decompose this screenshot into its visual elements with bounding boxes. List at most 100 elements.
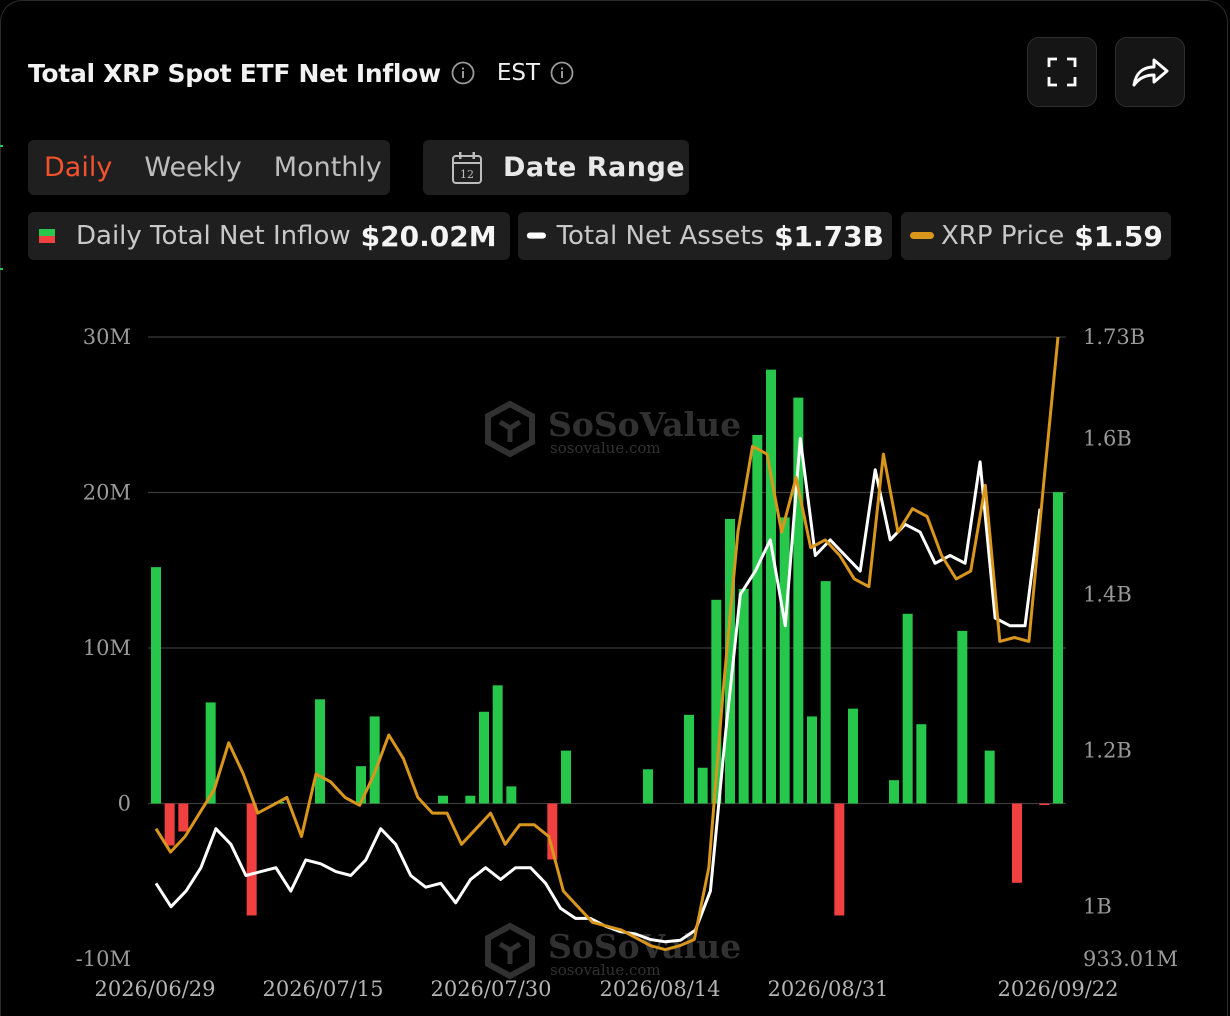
date-range-label: Date Range [503,152,686,183]
legend-assets-value: $1.73B [774,219,884,253]
inflow-bar [246,803,257,916]
legend-assets[interactable]: Total Net Assets $1.73B [518,212,892,260]
chart-title: Total XRP Spot ETF Net Inflow [28,58,441,88]
tab-weekly[interactable]: Weekly [144,152,242,183]
left-tick-label: -10M [76,947,131,971]
tab-daily[interactable]: Daily [44,152,113,183]
header: Total XRP Spot ETF Net Inflow EST [28,52,574,94]
calendar-icon: 12 [452,151,482,184]
left-tick-label: 30M [83,325,131,349]
watermark-brand: SoSoValue [548,927,741,966]
inflow-bar [205,702,216,804]
edge-mark [0,145,3,147]
watermark-domain: sosovalue.com [550,439,661,457]
inflow-bar [356,766,366,804]
inflow-bar [889,780,899,804]
inflow-bar [793,397,804,804]
right-tick-label: 1.6B [1083,426,1132,450]
sosovalue-logo-icon [485,922,535,980]
fullscreen-icon [1047,57,1077,87]
inflow-bar [492,685,503,804]
inflow-bar [752,434,763,804]
x-tick-label: 2026/08/31 [767,977,888,1001]
xrp-price-line [154,336,1060,952]
left-tick-label: 0 [118,792,131,816]
white-line-swatch-icon [526,232,546,239]
x-tick-label: 2026/09/22 [997,977,1118,1001]
inflow-bar [916,724,927,804]
watermark-top: SoSoValue sosovalue.com [485,400,741,458]
info-icon[interactable] [451,61,475,85]
inflow-bar [807,716,817,804]
gridlines [148,336,1066,805]
x-tick-label: 2026/07/15 [262,977,383,1001]
right-tick-label: 1.73B [1083,325,1145,349]
legend-inflow-label: Daily Total Net Inflow [76,221,351,251]
green-red-swatch-icon [39,229,55,243]
inflow-bar [902,613,913,804]
legend-assets-label: Total Net Assets [556,221,765,251]
sosovalue-logo-mark [498,941,522,964]
series-lines [154,336,1060,952]
inflow-bar [547,803,558,860]
period-selector: Daily Weekly Monthly [28,140,390,195]
inflow-bar [1053,492,1063,804]
inflow-bar [1012,803,1022,883]
inflow-bar [834,803,845,916]
edge-mark [0,268,3,270]
inflow-bar [848,708,858,804]
x-axis-labels: 2026/06/29 2026/07/15 2026/07/30 2026/08/14… [94,977,1118,1001]
inflow-bar [479,711,489,804]
legend-price-value: $1.59 [1074,219,1163,253]
inflow-bar [465,795,476,804]
right-axis-labels: 1.73B 1.6B 1.4B 1.2B 1B 933.01M [1083,325,1178,971]
right-tick-label: 1B [1083,895,1112,919]
inflow-bar [561,750,571,804]
x-tick-label: 2026/07/30 [430,977,551,1001]
calendar-day: 12 [460,168,474,181]
inflow-bar [684,714,694,804]
inflow-bar [369,716,380,804]
tab-monthly[interactable]: Monthly [273,152,382,183]
inflow-bar [779,517,790,804]
share-icon [1132,58,1169,87]
fullscreen-button[interactable] [1027,37,1097,107]
sosovalue-logo-icon [485,400,535,458]
left-tick-label: 20M [83,481,131,505]
inflow-bar [643,769,653,804]
x-tick-label: 2026/06/29 [94,977,215,1001]
legend-price-label: XRP Price [941,221,1065,251]
right-tick-label: 1.4B [1083,583,1132,607]
inflow-bar [725,518,735,804]
right-tick-label: 933.01M [1083,947,1178,971]
x-tick-label: 2026/08/14 [599,977,720,1001]
timezone-label: EST [496,60,541,86]
legend-inflow[interactable]: Daily Total Net Inflow $20.02M [28,212,510,260]
right-tick-label: 1.2B [1083,739,1132,763]
inflow-bars [151,369,1063,916]
inflow-bar [738,588,749,804]
share-button[interactable] [1115,37,1185,107]
left-tick-label: 10M [83,636,131,660]
inflow-bar [697,767,708,804]
sosovalue-logo-mark [498,419,522,442]
orange-line-swatch-icon [910,232,934,239]
inflow-bar [506,786,517,804]
inflow-bar [957,630,968,804]
date-range-button[interactable]: 12 Date Range [423,140,689,195]
watermark-domain: sosovalue.com [550,961,661,979]
inflow-bar [151,567,161,804]
inflow-bar [438,795,448,804]
inflow-bar [984,750,995,804]
inflow-bar [164,803,175,846]
info-icon[interactable] [550,61,574,85]
left-axis-labels: 30M 20M 10M 0 -10M [76,325,131,971]
inflow-bar [315,699,325,804]
watermark-brand: SoSoValue [548,405,741,444]
watermark-bottom: SoSoValue sosovalue.com [485,922,741,980]
inflow-bar [711,599,722,804]
legend-price[interactable]: XRP Price $1.59 [901,212,1171,260]
inflow-bar [178,803,189,832]
